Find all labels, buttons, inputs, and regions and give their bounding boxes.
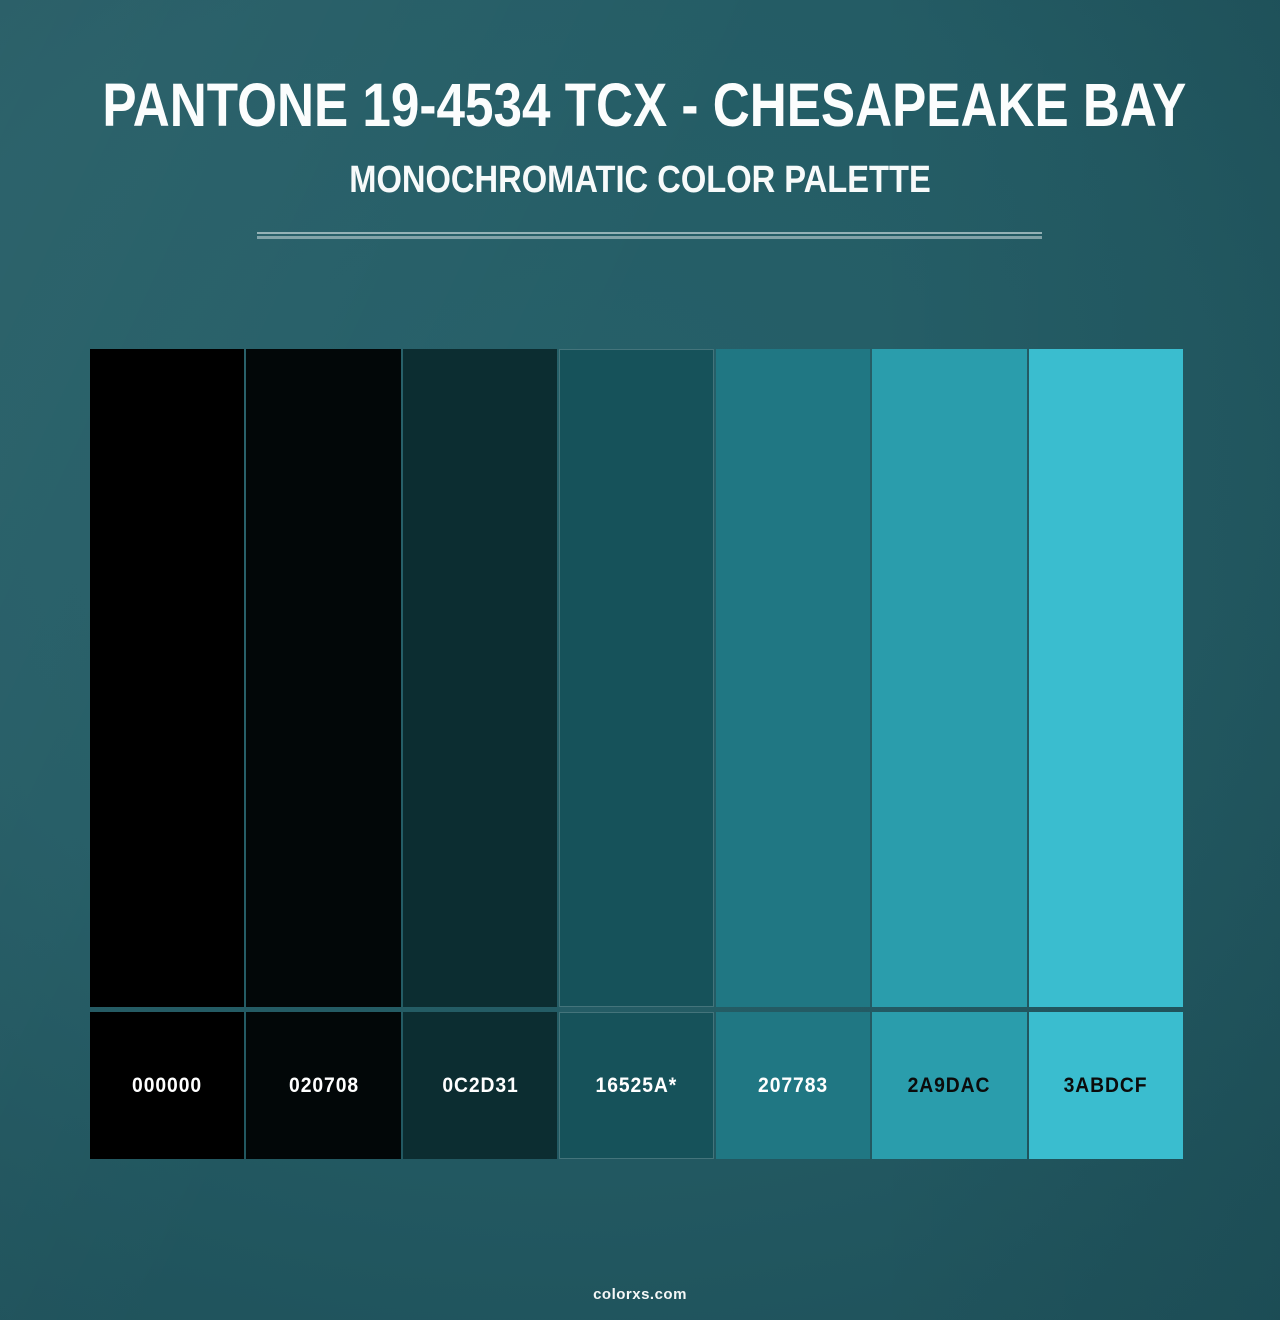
divider-line-bottom: [257, 236, 1042, 239]
palette-grid: 000000 020708 0C2D31 16525A* 207783 2A9DAC 3AB…: [90, 349, 1183, 1159]
watermark: colorxs.com: [593, 1286, 687, 1303]
hex-code-label: 020708: [288, 1073, 359, 1097]
hex-code-label: 0C2D31: [441, 1073, 519, 1097]
color-label-cell-000000: 000000: [90, 1012, 245, 1159]
color-swatch-0C2D31: [402, 349, 558, 1007]
color-label-cell-16525A: 16525A*: [559, 1012, 714, 1159]
color-swatch-2A9DAC: [872, 349, 1027, 1007]
color-label-cell-3ABDCF: 3ABDCF: [1028, 1012, 1183, 1159]
color-swatch-16525A: [559, 349, 714, 1007]
hex-code-label: 000000: [132, 1073, 203, 1097]
hex-code-label: 207783: [757, 1073, 828, 1097]
color-label-cell-020708: 020708: [246, 1012, 401, 1159]
header-divider: [257, 232, 1042, 239]
color-label-cell-207783: 207783: [715, 1012, 871, 1159]
hex-code-label: 2A9DAC: [907, 1073, 991, 1097]
color-swatch-020708: [246, 349, 401, 1007]
color-swatch-3ABDCF: [1028, 349, 1183, 1007]
color-swatch-207783: [715, 349, 871, 1007]
hex-code-label: 3ABDCF: [1063, 1073, 1148, 1097]
page-title: PANTONE 19-4534 TCX - CHESAPEAKE BAY: [102, 71, 1187, 139]
page-subtitle: MONOCHROMATIC COLOR PALETTE: [349, 159, 931, 201]
divider-line-top: [257, 232, 1042, 234]
color-swatch-000000: [90, 349, 245, 1007]
color-label-cell-0C2D31: 0C2D31: [402, 1012, 558, 1159]
hex-code-label: 16525A*: [595, 1073, 678, 1097]
color-label-cell-2A9DAC: 2A9DAC: [872, 1012, 1027, 1159]
